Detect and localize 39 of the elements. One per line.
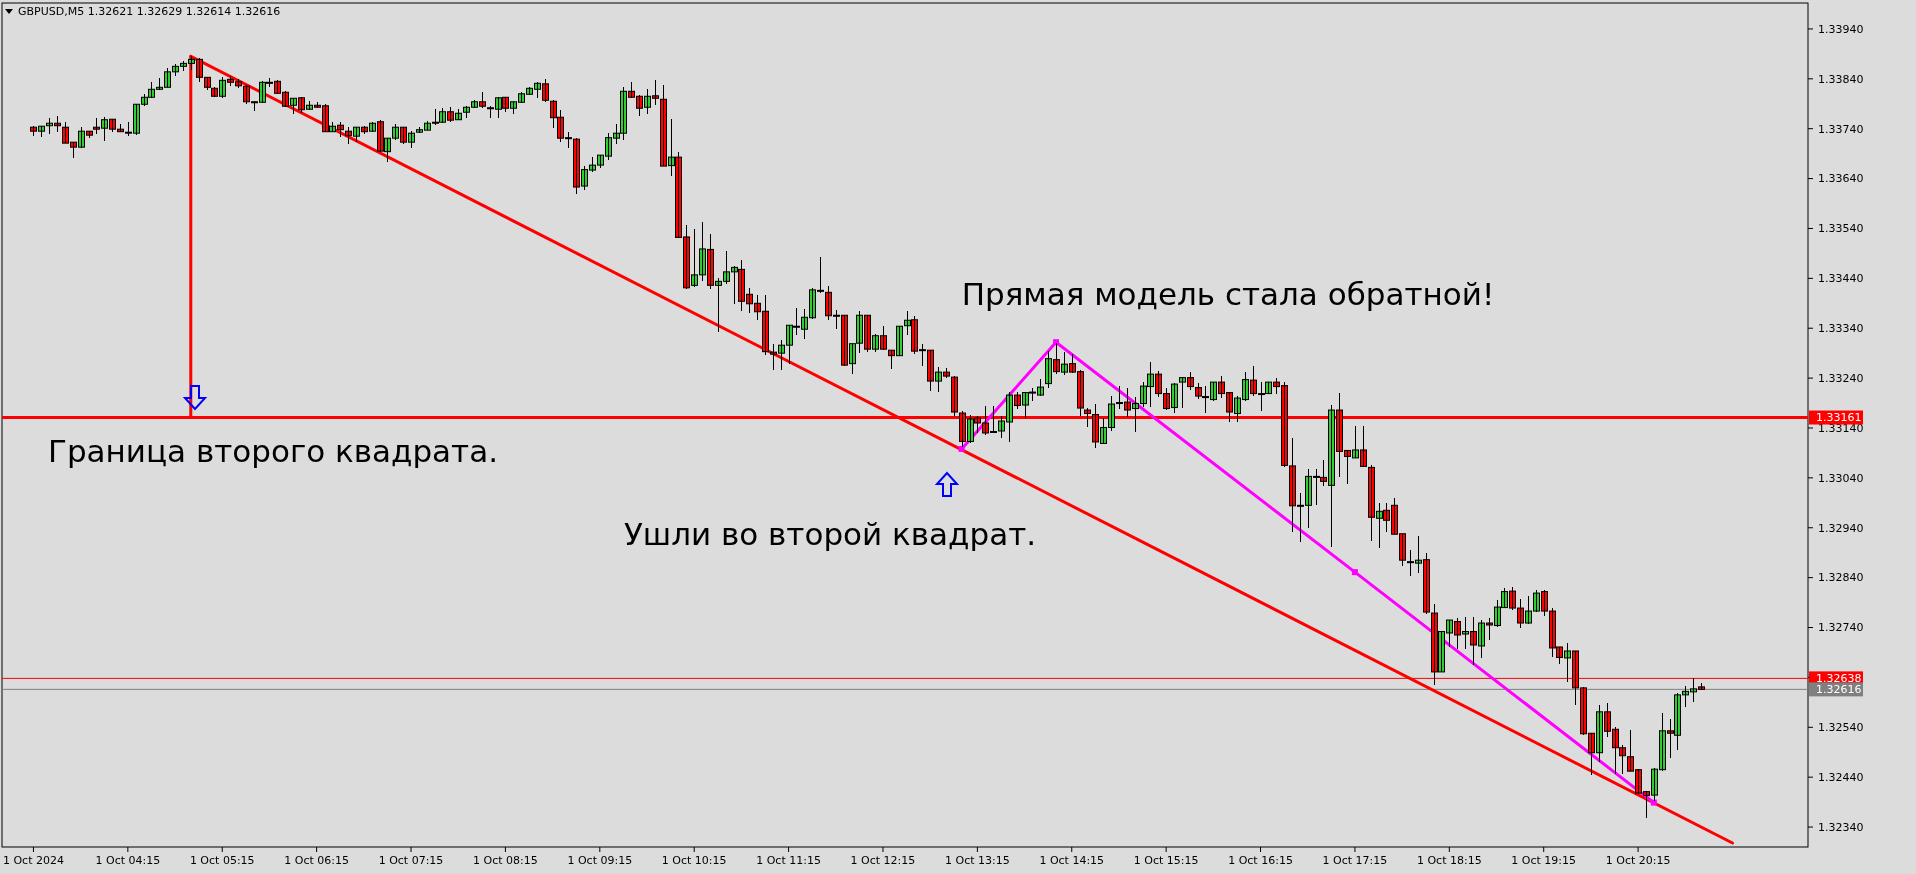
- x-tick-label: 1 Oct 09:15: [567, 854, 633, 867]
- x-tick-label: 1 Oct 06:15: [284, 854, 349, 867]
- annotation: Прямая модель стала обратной!: [961, 276, 1495, 312]
- ref-line-label: 1.32638: [1816, 672, 1862, 686]
- y-tick-label: 1.32740: [1818, 621, 1864, 635]
- x-tick-label: 1 Oct 2024: [2, 854, 64, 867]
- y-tick-label: 1.33940: [1818, 22, 1864, 36]
- y-tick-label: 1.32840: [1818, 571, 1864, 585]
- y-tick-label: 1.32440: [1818, 771, 1864, 785]
- y-tick-label: 1.33540: [1818, 222, 1864, 236]
- chart-title: GBPUSD,M5 1.32621 1.32629 1.32614 1.32616: [18, 5, 281, 18]
- x-tick-label: 1 Oct 15:15: [1133, 854, 1199, 867]
- x-tick-label: 1 Oct 04:15: [95, 854, 161, 867]
- x-tick-label: 1 Oct 11:15: [756, 854, 821, 867]
- annotation: Ушли во второй квадрат.: [623, 516, 1037, 552]
- x-tick-label: 1 Oct 16:15: [1228, 854, 1293, 867]
- y-tick-label: 1.33840: [1818, 72, 1864, 86]
- x-tick-label: 1 Oct 20:15: [1605, 854, 1671, 867]
- y-tick-label: 1.33340: [1818, 322, 1864, 336]
- y-tick-label: 1.32340: [1818, 820, 1864, 834]
- y-tick-label: 1.32940: [1818, 521, 1864, 535]
- y-tick-label: 1.33440: [1818, 272, 1864, 286]
- x-tick-label: 1 Oct 18:15: [1416, 854, 1482, 867]
- x-tick-label: 1 Oct 12:15: [850, 854, 916, 867]
- y-tick-label: 1.33640: [1818, 172, 1864, 186]
- x-tick-label: 1 Oct 10:15: [661, 854, 727, 867]
- x-tick-label: 1 Oct 05:15: [189, 854, 255, 867]
- y-tick-label: 1.33240: [1818, 371, 1864, 385]
- y-tick-label: 1.32540: [1818, 721, 1864, 735]
- x-tick-label: 1 Oct 08:15: [473, 854, 538, 867]
- x-tick-label: 1 Oct 07:15: [378, 854, 444, 867]
- y-tick-label: 1.33040: [1818, 471, 1864, 485]
- x-tick-label: 1 Oct 14:15: [1039, 854, 1105, 867]
- x-tick-label: 1 Oct 19:15: [1511, 854, 1577, 867]
- x-tick-label: 1 Oct 17:15: [1322, 854, 1388, 867]
- ref-line-label: 1.32616: [1816, 683, 1862, 697]
- x-tick-label: 1 Oct 13:15: [945, 854, 1010, 867]
- annotation: Граница второго квадрата.: [48, 433, 498, 469]
- y-tick-label: 1.33740: [1818, 122, 1864, 136]
